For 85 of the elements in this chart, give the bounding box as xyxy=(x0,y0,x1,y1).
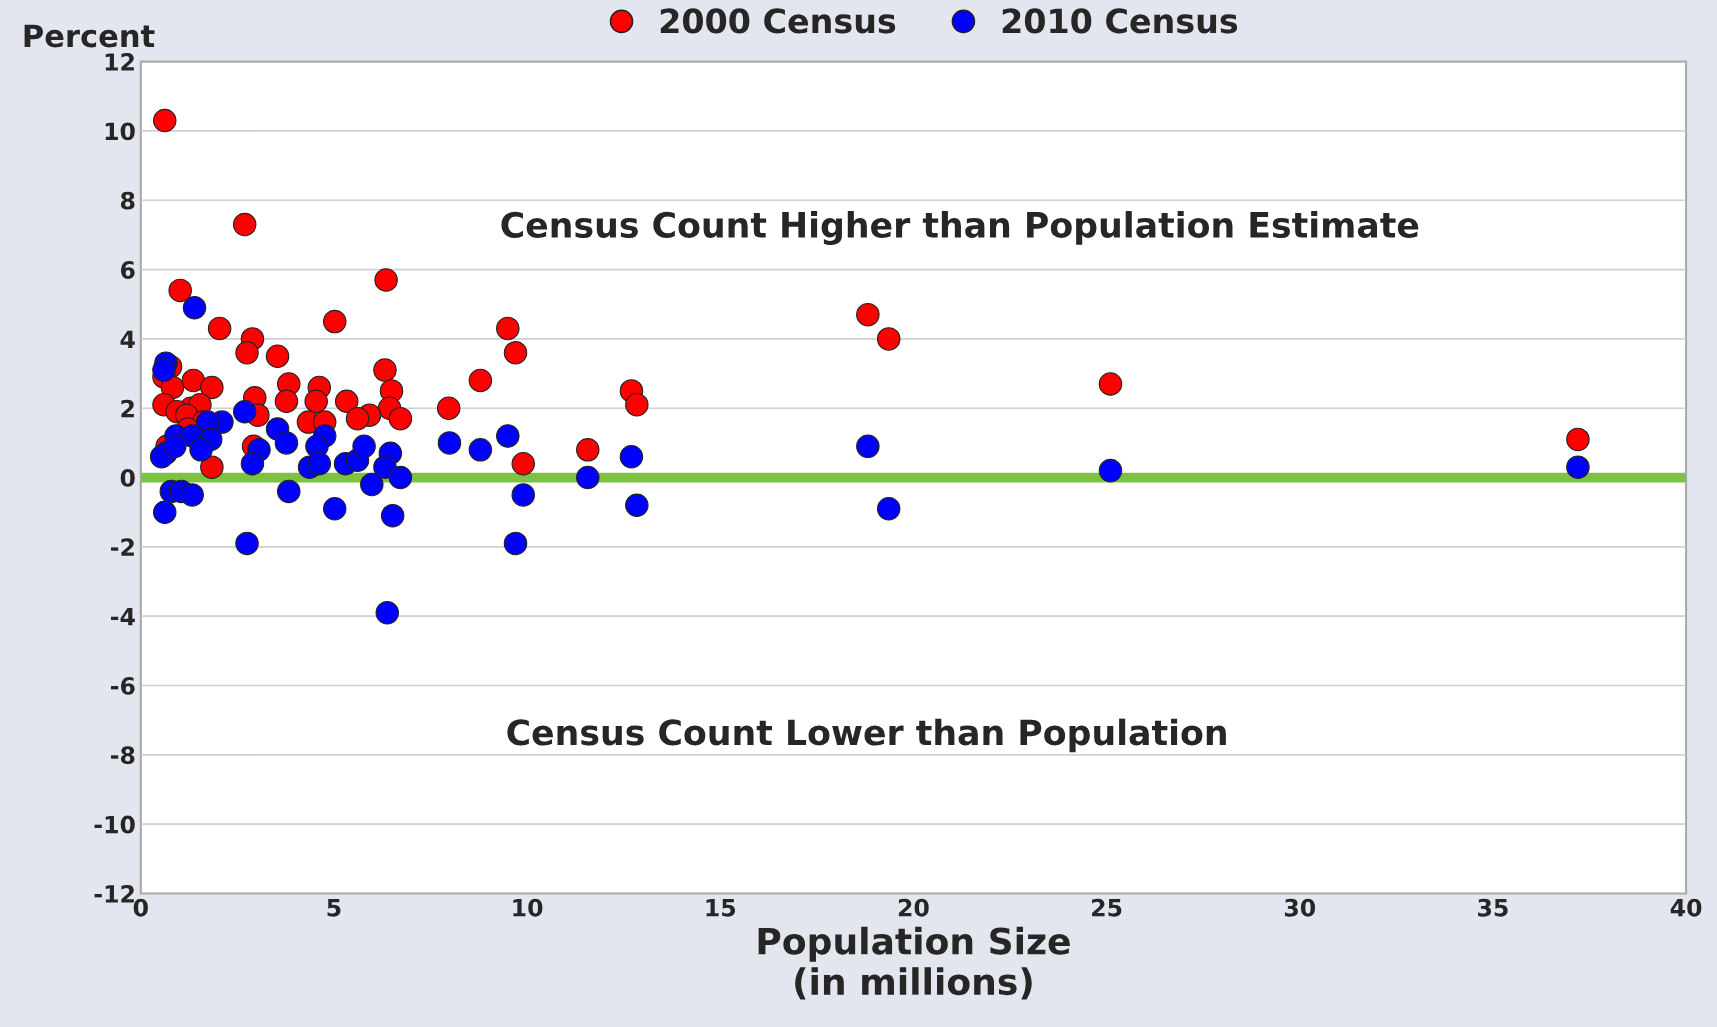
y-tick-label: 6 xyxy=(120,261,135,279)
point xyxy=(388,406,413,431)
point xyxy=(1098,372,1123,396)
x-tick-label: 25 xyxy=(1092,898,1122,917)
x-axis-title: Population Size (in millions) xyxy=(758,926,1070,1000)
point xyxy=(625,493,649,518)
point xyxy=(274,389,299,414)
point xyxy=(235,531,259,556)
point xyxy=(436,396,461,420)
point xyxy=(619,445,644,469)
point xyxy=(503,341,528,365)
point xyxy=(352,434,376,459)
point xyxy=(152,108,177,133)
y-tick-label: 2 xyxy=(121,399,134,418)
point xyxy=(189,438,213,462)
point xyxy=(856,434,880,459)
point xyxy=(307,451,332,476)
x-tick-label: 15 xyxy=(706,899,736,917)
legend-label: 2010 Census xyxy=(1002,8,1238,34)
point xyxy=(207,316,232,341)
point xyxy=(576,465,600,490)
point xyxy=(373,358,397,382)
point xyxy=(163,434,187,459)
point xyxy=(200,455,224,479)
point xyxy=(876,496,901,521)
x-tick-label: 20 xyxy=(898,898,929,917)
x-tick-label: 5 xyxy=(327,899,341,917)
point xyxy=(496,316,520,341)
annotation: Census Count Higher than Population Estimate xyxy=(501,211,1419,245)
point xyxy=(576,438,600,462)
y-tick-label: -12 xyxy=(94,884,134,903)
point xyxy=(277,479,301,504)
point xyxy=(503,531,528,556)
point xyxy=(511,483,536,507)
point xyxy=(876,327,901,351)
point xyxy=(235,341,259,365)
y-tick-label: -8 xyxy=(110,746,135,765)
x-tick-label: 35 xyxy=(1478,898,1508,917)
point xyxy=(375,600,400,625)
point xyxy=(468,368,493,393)
point xyxy=(304,389,328,414)
point xyxy=(437,431,462,455)
x-tick-label: 10 xyxy=(513,898,543,917)
y-tick-label: 10 xyxy=(105,122,135,141)
point xyxy=(1098,458,1123,483)
point xyxy=(511,451,536,476)
point xyxy=(180,483,204,507)
point xyxy=(360,472,384,497)
point xyxy=(232,399,257,424)
legend-label: 2000 Census xyxy=(660,8,896,34)
y-tick-label: 0 xyxy=(120,469,135,487)
x-tick-label: 40 xyxy=(1670,898,1702,917)
point xyxy=(856,302,880,327)
x-tick-label: 30 xyxy=(1284,898,1316,917)
y-tick-label: -6 xyxy=(110,676,135,695)
point xyxy=(322,496,347,521)
point xyxy=(322,309,347,334)
point xyxy=(274,431,299,455)
y-tick-label: -2 xyxy=(110,538,134,556)
point xyxy=(168,278,192,303)
y-axis-title: Percent xyxy=(24,24,155,48)
point xyxy=(625,393,649,417)
point xyxy=(200,375,224,400)
point xyxy=(388,465,413,490)
y-tick-label: 12 xyxy=(105,53,134,71)
point xyxy=(232,212,257,237)
y-tick-label: -4 xyxy=(110,607,135,626)
point xyxy=(265,344,290,368)
point xyxy=(1566,455,1590,479)
x-tick-label: 0 xyxy=(133,898,148,917)
point xyxy=(1566,427,1590,452)
point xyxy=(345,406,370,431)
point xyxy=(380,503,405,528)
point xyxy=(182,295,207,320)
point xyxy=(152,358,176,382)
point xyxy=(374,268,398,292)
point xyxy=(240,451,265,476)
annotation: Census Count Lower than Population xyxy=(507,718,1226,753)
point xyxy=(468,438,493,462)
point xyxy=(334,389,359,414)
point xyxy=(496,424,520,448)
y-tick-label: -10 xyxy=(94,815,135,834)
point xyxy=(152,500,177,524)
y-tick-label: 4 xyxy=(120,330,135,348)
y-tick-label: 8 xyxy=(120,191,135,210)
